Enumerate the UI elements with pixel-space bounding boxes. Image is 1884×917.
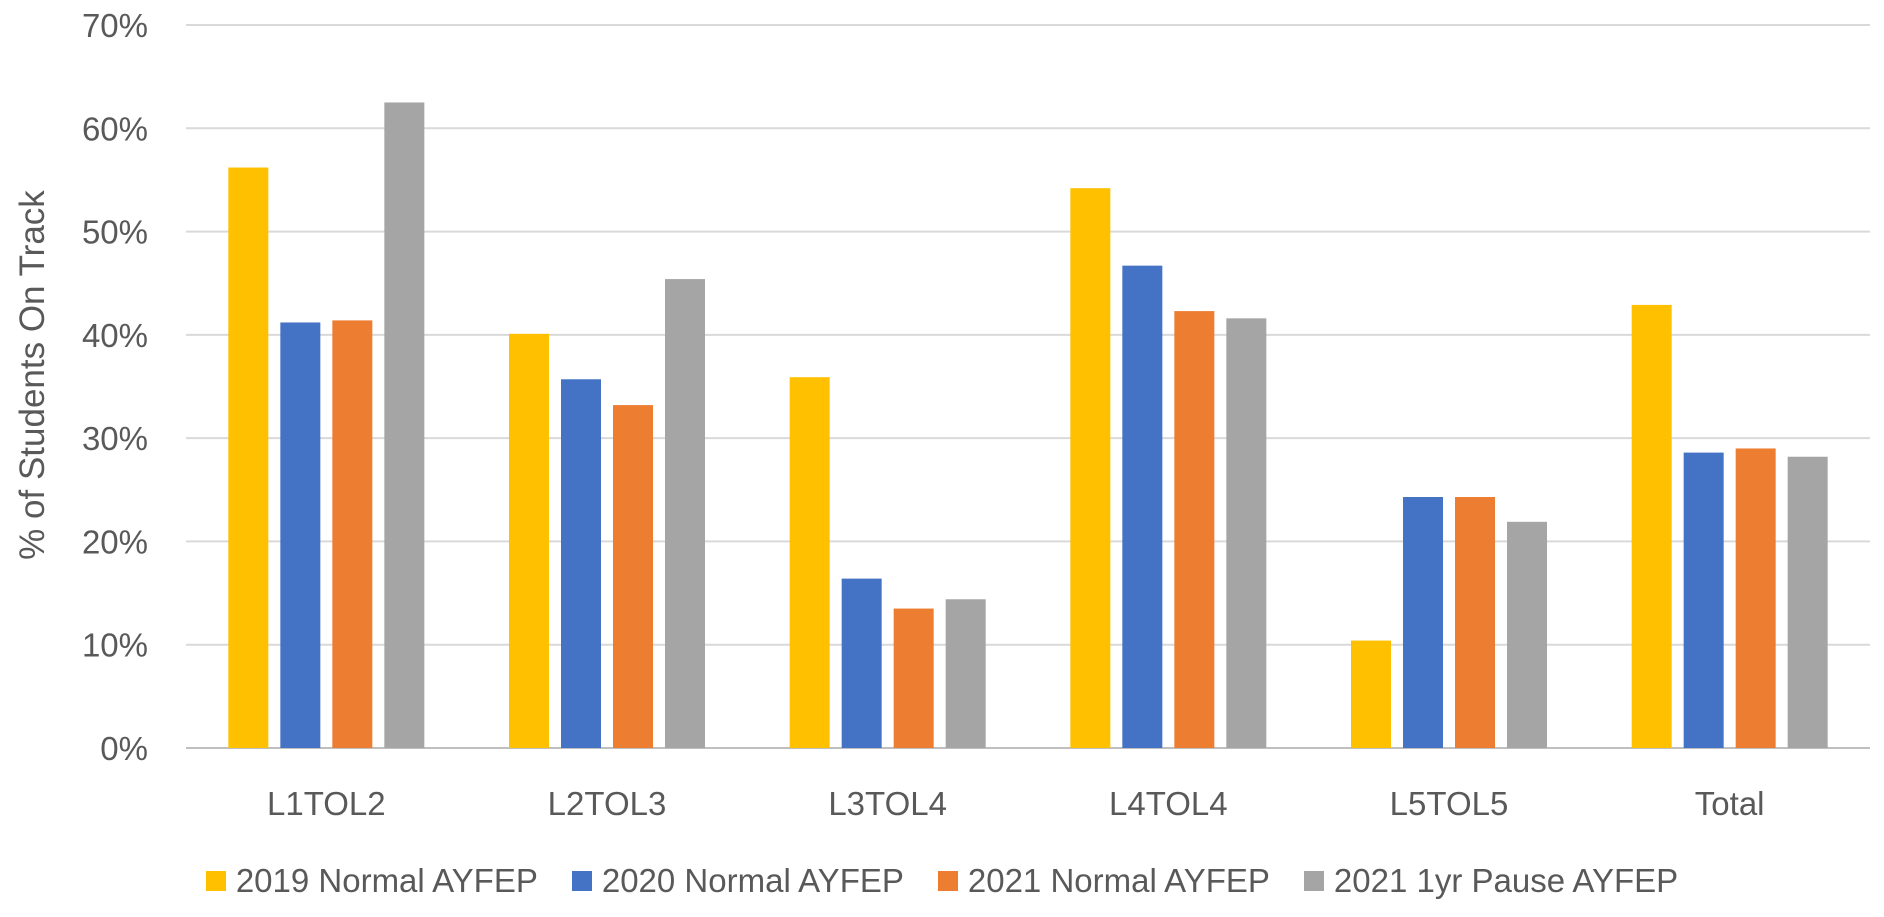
x-tick-label: L1TOL2 xyxy=(267,785,386,822)
y-axis-tick-labels: 0% 10% 20% 30% 40% 50% 60% 70% xyxy=(82,7,148,767)
bar xyxy=(1226,318,1267,748)
x-tick-label: L5TOL5 xyxy=(1390,785,1509,822)
bar xyxy=(893,608,934,748)
y-tick-label: 20% xyxy=(82,523,148,560)
bar xyxy=(1455,497,1495,748)
y-tick-label: 50% xyxy=(82,214,148,251)
y-tick-label: 30% xyxy=(82,420,148,457)
legend-item: 2019 Normal AYFEP xyxy=(205,862,538,900)
y-tick-label: 60% xyxy=(82,110,148,147)
legend-swatch xyxy=(205,871,226,891)
y-tick-label: 0% xyxy=(100,730,148,767)
bar xyxy=(1507,521,1547,748)
bar xyxy=(1631,304,1672,748)
bar xyxy=(1683,452,1724,748)
x-tick-label: L3TOL4 xyxy=(828,785,947,822)
bar xyxy=(789,377,830,748)
bar xyxy=(841,578,882,748)
x-tick-label: Total xyxy=(1695,785,1765,822)
y-tick-label: 40% xyxy=(82,317,148,354)
legend-swatch xyxy=(937,871,958,891)
legend-label: 2021 1yr Pause AYFEP xyxy=(1333,862,1679,899)
gridlines xyxy=(186,24,1870,749)
bar xyxy=(1787,456,1828,748)
x-axis-tick-labels: L1TOL2 L2TOL3 L3TOL4 L4TOL4 L5TOL5 Total xyxy=(267,785,1765,822)
bar xyxy=(1070,188,1111,749)
y-tick-label: 70% xyxy=(82,7,148,44)
bar xyxy=(332,320,373,748)
bar xyxy=(384,102,425,748)
bar xyxy=(613,405,653,748)
legend-item: 2021 Normal AYFEP xyxy=(937,862,1270,900)
y-tick-label: 10% xyxy=(82,627,148,664)
legend-item: 2021 1yr Pause AYFEP xyxy=(1303,862,1679,900)
bars xyxy=(228,102,1828,749)
x-tick-label: L4TOL4 xyxy=(1109,785,1228,822)
legend: 2019 Normal AYFEP 2020 Normal AYFEP 2021 N… xyxy=(0,862,1884,900)
y-axis-label: % of Students On Track xyxy=(13,190,52,560)
bar xyxy=(1174,311,1215,748)
legend-swatch xyxy=(1303,871,1324,891)
legend-swatch xyxy=(571,871,592,891)
bar xyxy=(1351,640,1391,748)
bar xyxy=(509,333,549,748)
legend-label: 2019 Normal AYFEP xyxy=(235,862,538,899)
bar-chart-plot: 0% 10% 20% 30% 40% 50% 60% 70% L1TOL2 L2TOL3 L3TO… xyxy=(13,7,1870,822)
bar xyxy=(1403,497,1443,748)
bar xyxy=(228,167,269,748)
legend-label: 2020 Normal AYFEP xyxy=(601,862,904,899)
legend-item: 2020 Normal AYFEP xyxy=(571,862,904,900)
bar xyxy=(561,379,601,748)
legend-label: 2021 Normal AYFEP xyxy=(967,862,1270,899)
bar xyxy=(665,279,705,748)
x-tick-label: L2TOL3 xyxy=(548,785,667,822)
bar xyxy=(945,599,986,748)
bar xyxy=(1735,448,1776,748)
bar xyxy=(280,322,321,748)
bar xyxy=(1122,265,1163,748)
